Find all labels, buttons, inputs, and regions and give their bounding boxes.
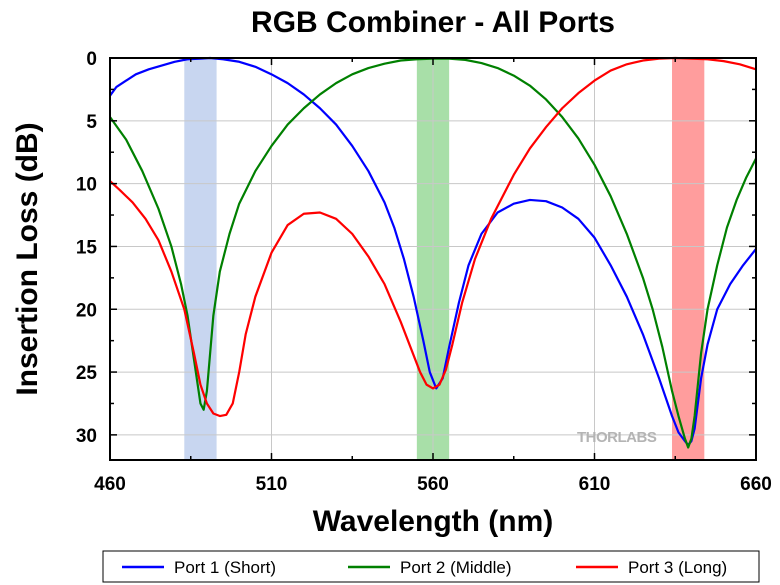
x-tick-label: 510: [256, 474, 288, 495]
y-tick-label: 0: [86, 49, 97, 70]
axis-ticks: [109, 57, 757, 460]
band-red: [672, 58, 705, 460]
x-tick-label: 610: [579, 474, 611, 495]
y-tick-label: 20: [76, 300, 97, 321]
chart-title: RGB Combiner - All Ports: [251, 6, 615, 39]
y-tick-labels: 0 5 10 15 20 25 30: [76, 49, 98, 447]
wavelength-bands: [184, 58, 705, 460]
y-tick-label: 5: [86, 112, 97, 133]
y-tick-label: 30: [76, 426, 97, 447]
legend-label-3: Port 3 (Long): [628, 558, 727, 577]
legend-label-1: Port 1 (Short): [174, 558, 276, 577]
x-tick-labels: 460 510 560 610 660: [94, 474, 772, 495]
legend-box: [102, 550, 760, 583]
band-blue: [184, 58, 217, 460]
legend: Port 1 (Short) Port 2 (Middle) Port 3 (Lon…: [102, 550, 760, 583]
x-tick-label: 660: [740, 474, 772, 495]
x-tick-label: 460: [94, 474, 126, 495]
series-line-3: [109, 56, 757, 418]
y-tick-label: 15: [76, 237, 98, 258]
legend-label-2: Port 2 (Middle): [400, 558, 511, 577]
x-axis-label: Wavelength (nm): [313, 505, 554, 538]
y-axis-label: Insertion Loss (dB): [11, 122, 44, 395]
y-tick-label: 25: [76, 363, 98, 384]
x-tick-label: 560: [417, 474, 449, 495]
y-tick-label: 10: [76, 175, 97, 196]
watermark: THORLABS: [577, 429, 657, 446]
